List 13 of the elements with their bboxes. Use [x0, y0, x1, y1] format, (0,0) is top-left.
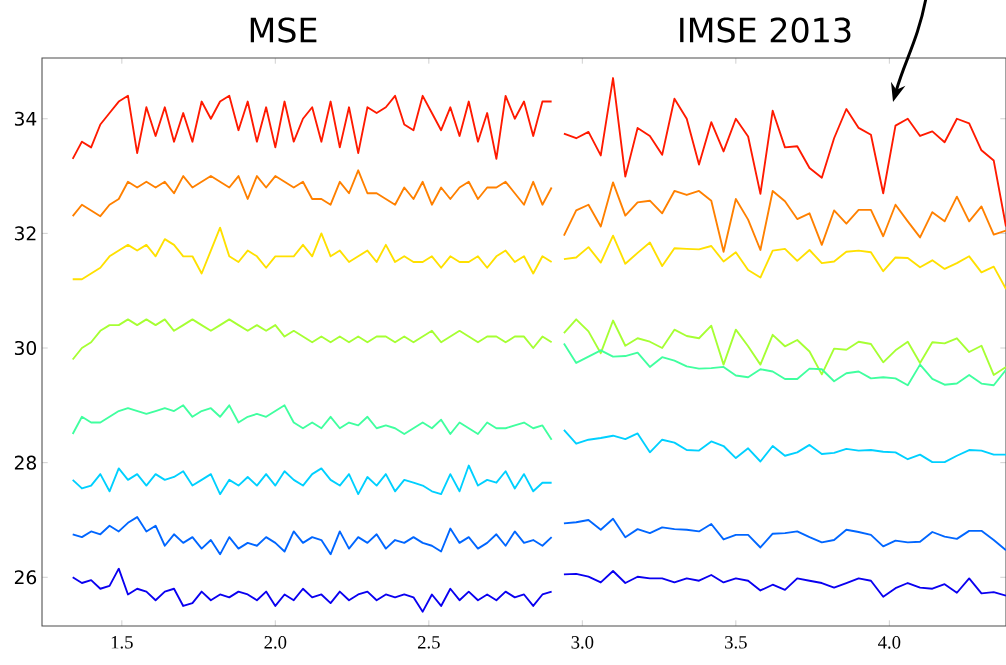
x-tick-label: 2.5 [417, 636, 440, 649]
text: IMSE 2013 [680, 17, 851, 43]
y-tick-label: 26 [14, 570, 37, 585]
y-tick-label: 34 [14, 111, 37, 126]
x-tick-label: 4.0 [878, 636, 901, 649]
y-tick-label: 32 [14, 226, 36, 241]
x-tick-label: 2.0 [264, 636, 287, 649]
x-tick-label: 3.0 [571, 636, 594, 649]
y-tick-label: 30 [14, 340, 37, 356]
y-tick-label: 28 [14, 455, 37, 470]
x-tick-label: 3.5 [725, 636, 747, 649]
x-tick-label: 1.5 [111, 636, 133, 649]
text: MSE [250, 17, 317, 43]
